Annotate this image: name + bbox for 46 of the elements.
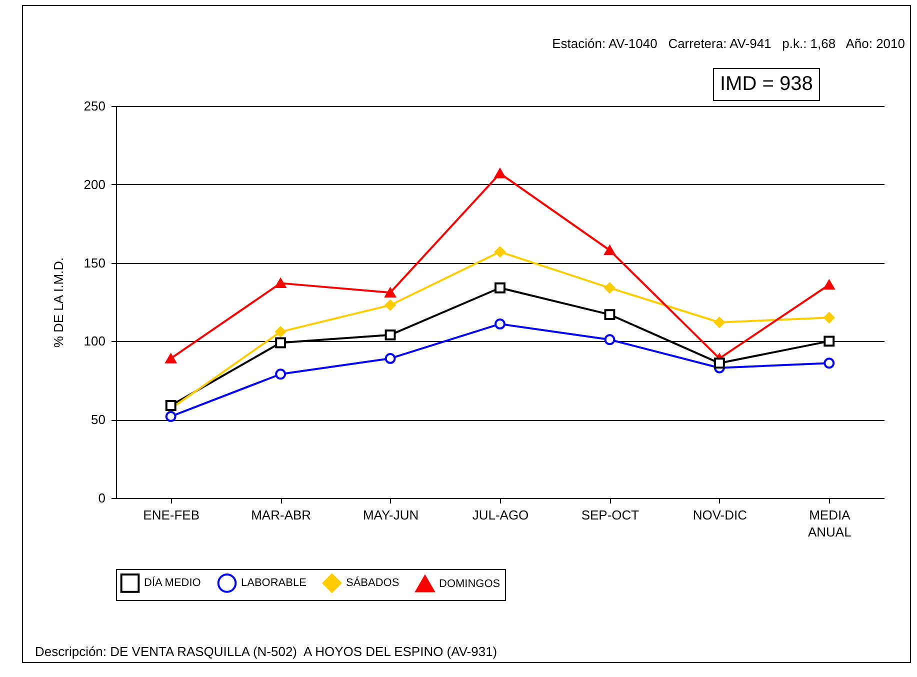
point (824, 280, 835, 290)
x-tick-label: SEP-OCT (581, 508, 640, 522)
y-tick-label: 100 (84, 334, 106, 349)
text: Estación: AV-1040 Carretera: AV-941 p.k.: 1,68 Año: 2010 (552, 36, 905, 51)
text: IMD = 938 (713, 68, 820, 101)
point (275, 368, 286, 380)
point (604, 309, 616, 320)
point (384, 288, 396, 298)
y-tick-label: 0 (98, 490, 106, 506)
y-axis-title: % DE LA I.M.D. (50, 257, 66, 348)
y-tick-label: 50 (91, 412, 106, 428)
legend-label: SÁBADOS (346, 576, 400, 590)
point (275, 326, 286, 338)
y-tick-label: 250 (84, 98, 106, 114)
x-tick-label: MAY-JUN (362, 508, 419, 522)
point (165, 354, 176, 364)
x-tick-label: MAR-ABR (251, 508, 312, 522)
x-tick-label: MEDIA ANUAL (808, 508, 852, 540)
legend-label: DOMINGOS (439, 578, 500, 590)
x-tick-label: JUL-AGO (472, 508, 529, 522)
point (824, 336, 835, 347)
point (714, 358, 725, 369)
legend-label: LABORABLE (241, 577, 306, 590)
legend-label: DÍA MEDIO (144, 576, 202, 590)
point (604, 245, 616, 256)
point (824, 312, 835, 324)
point (384, 329, 396, 340)
point (494, 318, 506, 330)
text: Descripción: DE VENTA RASQUILLA (N-502) A HOYOS DEL ESPINO (AV-931) (35, 644, 498, 659)
point (165, 411, 176, 422)
point (384, 352, 396, 364)
point (604, 282, 616, 294)
point (275, 278, 286, 288)
y-tick-label: 200 (84, 176, 106, 192)
point (275, 337, 286, 348)
point (384, 300, 396, 311)
point (165, 400, 176, 411)
point (494, 282, 506, 294)
point (494, 168, 506, 178)
point (824, 358, 835, 369)
x-tick-label: NOV-DIC (692, 508, 748, 522)
x-tick-label: ENE-FEB (143, 508, 200, 522)
point (494, 246, 506, 258)
point (604, 334, 616, 346)
point (714, 316, 725, 328)
y-tick-label: 150 (84, 255, 106, 270)
